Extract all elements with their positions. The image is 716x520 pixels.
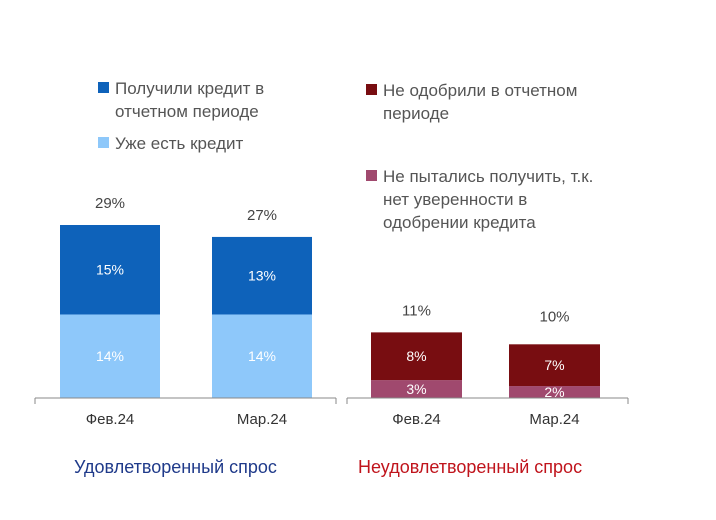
- legend-label: Уже есть кредит: [115, 134, 243, 153]
- category-label: Мар.24: [529, 411, 579, 428]
- data-label: 13%: [248, 268, 276, 284]
- legend-swatch: [98, 137, 109, 148]
- legend-swatch: [366, 170, 377, 181]
- category-label: Мар.24: [237, 411, 287, 428]
- legend-label: Получили кредит в: [115, 79, 264, 98]
- bars: 14% 15% 29% 14% 13% 27% 3% 8% 11% 2% 7% 10%: [60, 195, 600, 400]
- category-label: Фев.24: [392, 411, 441, 428]
- category-label: Фев.24: [86, 411, 135, 428]
- bar-segment: [212, 236, 312, 315]
- data-label: 3%: [406, 381, 426, 397]
- axes: Фев.24 Мар.24 Фев.24 Мар.24: [34, 397, 629, 428]
- total-label: 10%: [539, 308, 569, 325]
- bar-segment: [509, 344, 600, 387]
- bar-segment: [371, 332, 462, 381]
- group-title: Неудовлетворенный спрос: [358, 457, 582, 477]
- data-label: 14%: [248, 348, 276, 364]
- legend-label: Не одобрили в отчетном: [383, 81, 577, 100]
- legend-swatch: [366, 84, 377, 95]
- total-label: 29%: [95, 195, 125, 212]
- data-label: 15%: [96, 262, 124, 278]
- bar-segment: [371, 380, 462, 398]
- bar-segment: [212, 314, 312, 398]
- total-label: 27%: [247, 207, 277, 224]
- bar-segment: [509, 386, 600, 398]
- legend-label: отчетном периоде: [115, 102, 259, 121]
- group-title: Удовлетворенный спрос: [74, 457, 277, 477]
- legend-label: Не пытались получить, т.к.: [383, 167, 593, 186]
- data-label: 2%: [544, 384, 564, 400]
- legend-label: нет уверенности в: [383, 190, 527, 209]
- bar-segment: [60, 225, 160, 315]
- data-label: 8%: [406, 348, 426, 364]
- legend-swatch: [98, 82, 109, 93]
- legend-label: периоде: [383, 104, 449, 123]
- group-titles: Удовлетворенный спрос Неудовлетворенный с…: [74, 457, 582, 477]
- total-label: 11%: [402, 302, 431, 319]
- data-label: 14%: [96, 348, 124, 364]
- bar-segment: [60, 314, 160, 398]
- legend-label: одобрении кредита: [383, 213, 536, 232]
- legend: Получили кредит в отчетном периоде Уже ест…: [98, 79, 593, 232]
- data-label: 7%: [544, 357, 564, 373]
